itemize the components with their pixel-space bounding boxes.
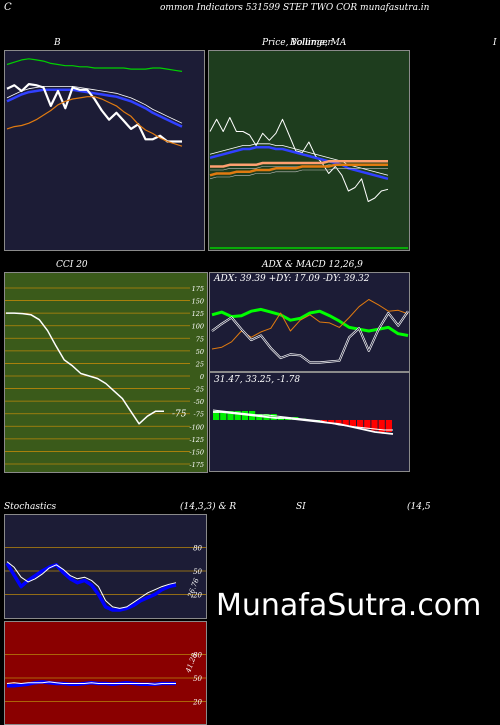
cci-tick-label-12: -125 xyxy=(189,436,204,444)
watermark: MunafaSutra.com xyxy=(216,588,482,623)
macd-panel xyxy=(209,372,410,472)
macd-histogram-bar-23 xyxy=(378,420,385,432)
cci-plot-area xyxy=(4,272,208,473)
rsi-tick-label-0: 80 xyxy=(193,652,202,660)
macd-readout: 31.47, 33.25, -1.78 xyxy=(214,375,301,385)
macd-histogram-bar-15 xyxy=(321,420,328,422)
page-title: ommon Indicators 531599 STEP TWO COR mun… xyxy=(160,3,430,13)
price-ma-blue-1 xyxy=(209,146,389,181)
bollinger-series-1 xyxy=(6,88,183,128)
macd-line xyxy=(212,409,393,431)
stochastics-panel: 80 50 20 26.76 xyxy=(4,514,207,619)
bollinger-series-2 xyxy=(6,82,182,143)
bollinger-chart xyxy=(4,50,205,251)
macd-histogram-bar-4 xyxy=(241,411,248,420)
macd-histogram-bar-21 xyxy=(364,420,371,429)
rsi-panel: 80 50 20 41.28 xyxy=(4,621,207,725)
macd-histogram-bar-16 xyxy=(328,420,335,423)
cci-tick-label-2: 125 xyxy=(192,310,204,318)
cci-tick-label-3: 100 xyxy=(192,323,204,331)
price-ma-3 xyxy=(209,163,388,177)
macd-histogram-bar-24 xyxy=(385,420,392,432)
adx-macd-title: ADX & MACD 12,26,9 xyxy=(262,260,363,270)
right-edge-letter: I xyxy=(493,38,497,48)
cci-tick-label-13: -150 xyxy=(189,448,204,456)
adx-chart xyxy=(209,272,410,372)
stoch-k-line xyxy=(5,562,177,612)
macd-histogram-bar-20 xyxy=(357,420,364,428)
stoch-d-line xyxy=(6,561,177,609)
rsi-tick-label-2: 20 xyxy=(192,698,202,706)
cci-tick-label-4: 75 xyxy=(196,335,204,343)
cci-tick-label-10: -75 xyxy=(194,411,204,419)
adx-plot-area xyxy=(209,272,410,372)
stochastics-plot-area xyxy=(4,514,207,619)
bollinger-panel xyxy=(4,50,205,251)
stochastics-title: Stochastics xyxy=(4,502,57,512)
macd-chart xyxy=(209,372,410,472)
rsi-title: SI xyxy=(296,502,306,512)
bollinger-series-0 xyxy=(6,58,183,72)
rsi-plot-area xyxy=(4,621,207,725)
cci-tick-label-14: -175 xyxy=(189,461,204,469)
header-c-letter: C xyxy=(4,2,12,13)
cci-tick-label-5: 50 xyxy=(196,348,204,356)
cci-chart: 1751501251007550250-25-50-75-100-125-150… xyxy=(4,272,208,473)
cci-tick-label-11: -100 xyxy=(189,423,204,431)
stoch-tick-label-0: 80 xyxy=(193,545,202,553)
cci-tick-label-7: 0 xyxy=(200,373,204,381)
cci-tick-label-6: 25 xyxy=(195,360,204,368)
macd-histogram-bar-22 xyxy=(371,420,378,431)
macd-histogram-bar-17 xyxy=(335,420,342,425)
macd-histogram-bar-18 xyxy=(342,420,349,426)
price-volume-panel xyxy=(208,50,410,251)
cci-title: CCI 20 xyxy=(56,260,88,270)
stochastics-params: (14,3,3) & R xyxy=(180,502,237,512)
rsi-params: (14,5 xyxy=(407,502,431,512)
price-volume-chart xyxy=(208,50,410,251)
bollinger-title: B xyxy=(54,38,61,48)
bollinger-plot-area xyxy=(4,50,205,251)
stoch-tick-label-1: 50 xyxy=(193,568,202,576)
macd-histogram-bar-2 xyxy=(227,411,234,420)
macd-histogram-bar-1 xyxy=(220,411,227,420)
adx-series-inner-2 xyxy=(211,310,409,363)
adx-panel xyxy=(209,272,410,372)
adx-series-0 xyxy=(211,307,409,337)
cci-tick-label-9: -50 xyxy=(194,398,204,406)
macd-signal-line xyxy=(213,411,394,435)
macd-histogram-bar-0 xyxy=(213,411,220,420)
price-line-0 xyxy=(209,117,389,202)
cci-line xyxy=(6,312,164,425)
cci-tick-label-0: 175 xyxy=(192,285,204,293)
macd-histogram-bar-3 xyxy=(234,411,241,420)
macd-histogram-bar-19 xyxy=(349,420,356,426)
bollinger-series-3 xyxy=(6,96,183,147)
price-ma-blue-edge-1 xyxy=(209,143,389,176)
price-ma-thin-3 xyxy=(209,168,388,180)
price-ma-2 xyxy=(210,160,388,168)
price-volume-title: Price, Volume, MA xyxy=(262,38,347,48)
price-volume-overlay-title: Bollinger xyxy=(290,38,332,48)
cci-panel: 175 150 125 100 75 50 25 0 -25 -50 -75 -100 -125 -150… xyxy=(4,272,208,473)
adx-readout: ADX: 39.39 +DY: 17.09 -DY: 39.32 xyxy=(214,274,370,284)
stoch-tick-label-2: 20 xyxy=(192,591,202,599)
rsi-series-1 xyxy=(6,681,176,685)
bollinger-band-edge-1 xyxy=(6,86,183,124)
cci-tick-label-1: 150 xyxy=(192,298,204,306)
rsi-tick-label-1: 50 xyxy=(193,675,202,683)
cci-tick-label-8: -25 xyxy=(194,386,204,394)
cci-last-value: -75 xyxy=(172,410,187,420)
